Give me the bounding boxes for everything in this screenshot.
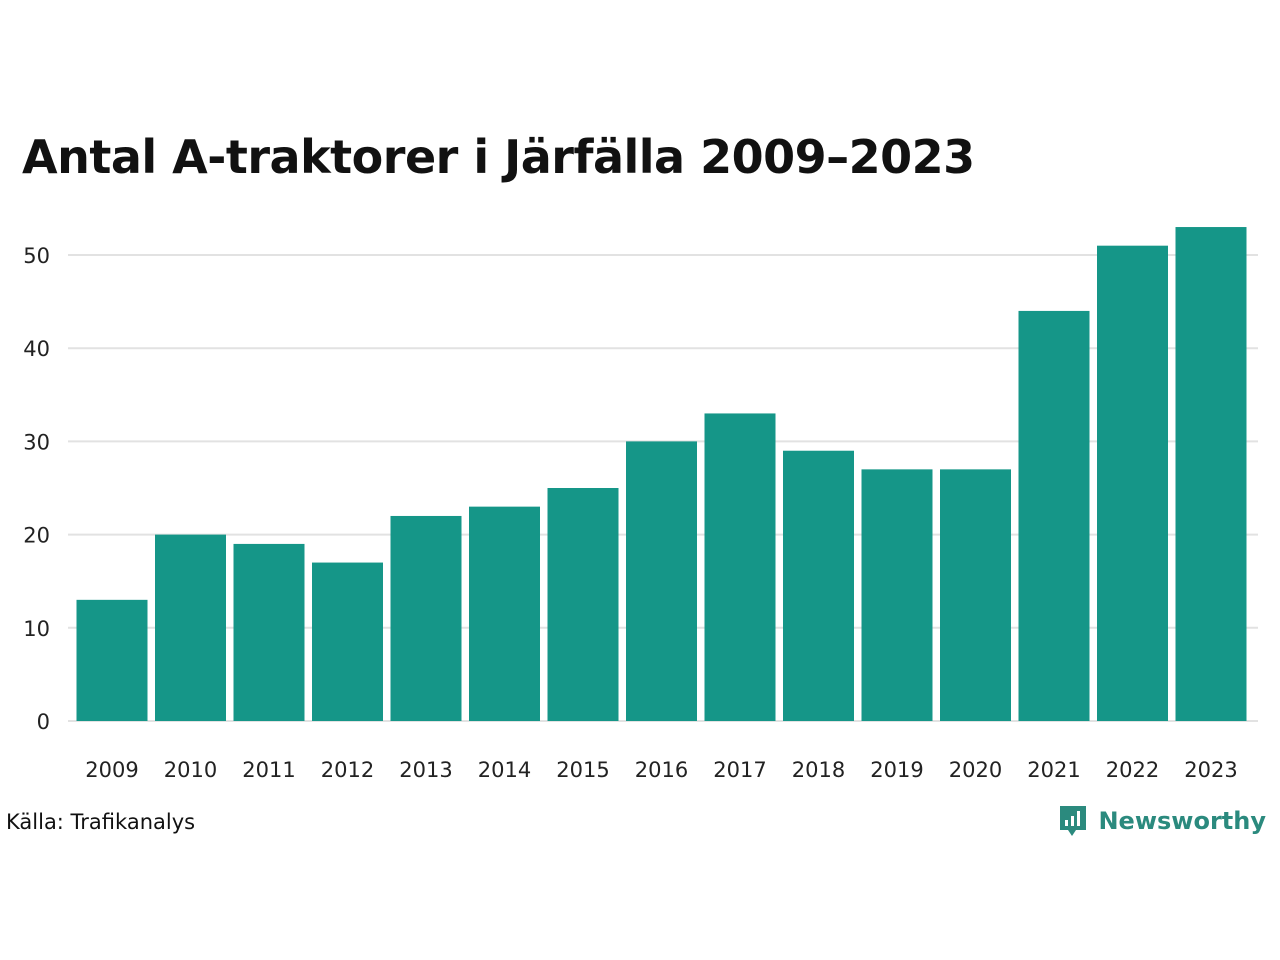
bar-2010 [155, 534, 226, 721]
y-tick-label: 0 [37, 710, 50, 734]
y-axis-ticks: 0 10 20 30 40 50 [23, 244, 50, 734]
bar-2022 [1097, 245, 1168, 721]
bar-2018 [783, 450, 854, 721]
bar-2009 [76, 599, 148, 721]
y-tick-label: 20 [23, 524, 50, 548]
bar-2011 [233, 543, 305, 721]
x-tick-label: 2020 [949, 758, 1002, 782]
x-tick-label: 2015 [556, 758, 609, 782]
y-tick-label: 50 [23, 244, 50, 268]
bar-2019 [861, 469, 933, 721]
y-tick-label: 30 [23, 430, 50, 454]
bar-2023 [1175, 227, 1247, 722]
x-tick-label: 2019 [870, 758, 923, 782]
bars [76, 227, 1247, 722]
x-tick-label: 2011 [242, 758, 295, 782]
x-tick-label: 2009 [85, 758, 138, 782]
x-tick-label: 2023 [1184, 758, 1237, 782]
x-tick-label: 2021 [1027, 758, 1080, 782]
source-note: Källa: Trafikanalys [6, 810, 196, 834]
brand-logo: Newsworthy [1058, 804, 1266, 838]
x-tick-label: 2016 [635, 758, 688, 782]
bar-2013 [390, 515, 462, 721]
bar-2017 [704, 413, 776, 721]
x-axis-ticks: 2009 2010 2011 2012 2013 2014 2015 2016 2017 2018… [85, 758, 1237, 782]
y-tick-label: 40 [23, 337, 50, 361]
bar-chart-icon [1060, 806, 1087, 836]
y-tick-label: 10 [23, 617, 50, 641]
x-tick-label: 2018 [792, 758, 845, 782]
brand-name: Newsworthy [1098, 807, 1266, 835]
x-tick-label: 2013 [399, 758, 452, 782]
x-tick-label: 2022 [1106, 758, 1159, 782]
bar-2012 [312, 562, 383, 721]
x-tick-label: 2017 [713, 758, 766, 782]
bar-2014 [469, 506, 540, 721]
chart-title: Antal A-traktorer i Järfälla 2009–2023 [22, 130, 975, 184]
bar-2021 [1018, 310, 1090, 721]
bar-2015 [547, 488, 619, 721]
x-tick-label: 2014 [478, 758, 531, 782]
x-tick-label: 2012 [321, 758, 374, 782]
bar-2020 [940, 469, 1011, 721]
bar-2016 [626, 441, 697, 721]
x-tick-label: 2010 [164, 758, 217, 782]
